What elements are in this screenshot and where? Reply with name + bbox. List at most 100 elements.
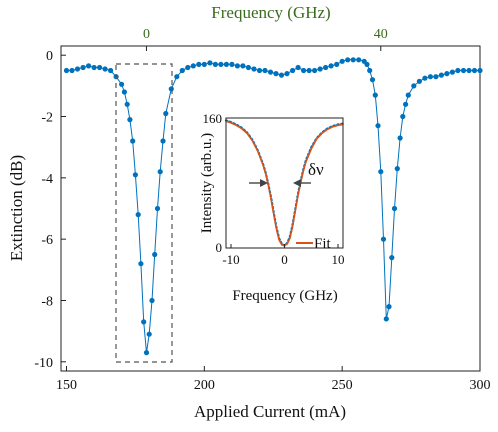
main-data-point bbox=[433, 74, 439, 80]
main-data-point bbox=[91, 64, 97, 71]
main-data-point bbox=[127, 117, 133, 123]
main-data-point bbox=[383, 316, 389, 322]
main-data-point bbox=[212, 61, 218, 67]
main-data-point bbox=[132, 172, 138, 178]
main-data-point bbox=[149, 297, 155, 304]
main-data-point bbox=[185, 64, 191, 71]
main-data-point bbox=[444, 71, 450, 77]
main-data-point bbox=[471, 67, 478, 74]
x-axis-title: Applied Current (mA) bbox=[194, 402, 346, 421]
main-plot-frame bbox=[60, 45, 481, 372]
main-data-point bbox=[69, 67, 75, 74]
y-tick-label: -4 bbox=[41, 172, 53, 187]
main-data-point bbox=[364, 61, 370, 67]
main-data-point bbox=[143, 350, 150, 356]
main-data-point bbox=[455, 67, 461, 74]
main-data-point bbox=[157, 169, 163, 175]
x-tick-label: 300 bbox=[470, 378, 491, 393]
main-data-point bbox=[63, 67, 70, 74]
x-tick-label: 150 bbox=[56, 378, 77, 393]
main-data-point bbox=[350, 57, 356, 63]
main-data-point bbox=[466, 67, 472, 74]
main-data-point bbox=[284, 71, 290, 77]
main-data-point bbox=[190, 63, 196, 69]
main-data-point bbox=[273, 71, 279, 77]
main-data-point bbox=[403, 101, 409, 107]
dip-highlight-box bbox=[115, 63, 173, 363]
main-data-point bbox=[179, 67, 185, 74]
main-data-point bbox=[108, 67, 114, 74]
main-data-point bbox=[138, 261, 144, 267]
main-data-point bbox=[375, 123, 381, 129]
main-data-point bbox=[124, 101, 130, 107]
main-data-point bbox=[251, 66, 257, 72]
main-data-point bbox=[312, 67, 318, 74]
main-data-point bbox=[391, 205, 398, 212]
main-data-point bbox=[97, 64, 103, 71]
main-data-point bbox=[154, 205, 161, 212]
main-data-point bbox=[121, 89, 127, 95]
main-data-point bbox=[135, 212, 141, 218]
inset-x-axis-title: Frequency (GHz) bbox=[232, 288, 337, 304]
main-data-point bbox=[74, 66, 81, 72]
main-data-point bbox=[86, 63, 92, 69]
inset-y-tick-label: 160 bbox=[203, 111, 223, 126]
main-data-point bbox=[256, 67, 263, 74]
main-data-point bbox=[163, 110, 169, 117]
linewidth-label: δν bbox=[308, 160, 324, 179]
top-tick-label: 40 bbox=[374, 27, 388, 42]
main-data-point bbox=[416, 78, 422, 84]
top-tick-label: 0 bbox=[143, 27, 150, 42]
main-data-point bbox=[146, 331, 152, 337]
inset-x-tick-label: 10 bbox=[332, 252, 345, 267]
main-data-point bbox=[223, 61, 229, 67]
main-data-point bbox=[460, 67, 467, 74]
main-data-point bbox=[262, 67, 268, 74]
main-data-point bbox=[174, 74, 180, 80]
main-data-point bbox=[278, 72, 285, 78]
main-data-point bbox=[372, 92, 378, 98]
main-data-point bbox=[389, 255, 395, 261]
main-data-point bbox=[438, 72, 444, 78]
main-data-point bbox=[339, 58, 345, 64]
inset-plot-background bbox=[226, 118, 343, 248]
left-arrow-head bbox=[260, 179, 268, 187]
y-tick-label: -6 bbox=[41, 233, 53, 248]
main-data-point bbox=[245, 64, 251, 71]
main-data-point bbox=[386, 304, 392, 310]
right-arrow-head bbox=[293, 179, 301, 187]
main-series bbox=[63, 57, 483, 356]
main-data-point bbox=[317, 66, 323, 72]
main-data-point bbox=[334, 61, 340, 67]
main-data-point bbox=[345, 57, 351, 63]
main-series-line bbox=[66, 59, 480, 353]
main-data-point bbox=[369, 77, 376, 83]
main-data-point bbox=[477, 67, 483, 74]
y-tick-label: 0 bbox=[46, 49, 53, 64]
x-tick-label: 250 bbox=[332, 378, 353, 393]
main-data-point bbox=[378, 169, 384, 175]
main-data-point bbox=[119, 81, 125, 87]
main-data-point bbox=[234, 63, 240, 69]
main-data-point bbox=[394, 166, 400, 172]
x-tick-label: 200 bbox=[194, 378, 215, 393]
main-data-point bbox=[405, 92, 411, 98]
y-axis-title: Extinction (dB) bbox=[7, 155, 26, 261]
y-tick-label: -8 bbox=[41, 294, 53, 309]
main-data-point bbox=[229, 61, 235, 67]
main-data-point bbox=[323, 64, 329, 71]
main-data-point bbox=[240, 63, 246, 69]
main-data-point bbox=[328, 63, 334, 69]
main-data-point bbox=[422, 75, 428, 81]
main-data-point bbox=[218, 61, 224, 67]
main-data-point bbox=[449, 69, 455, 75]
main-data-point bbox=[168, 86, 174, 92]
main-data-point bbox=[400, 113, 406, 120]
main-data-point bbox=[160, 138, 166, 144]
top-axis-title: Frequency (GHz) bbox=[211, 3, 330, 22]
main-data-point bbox=[427, 74, 433, 80]
